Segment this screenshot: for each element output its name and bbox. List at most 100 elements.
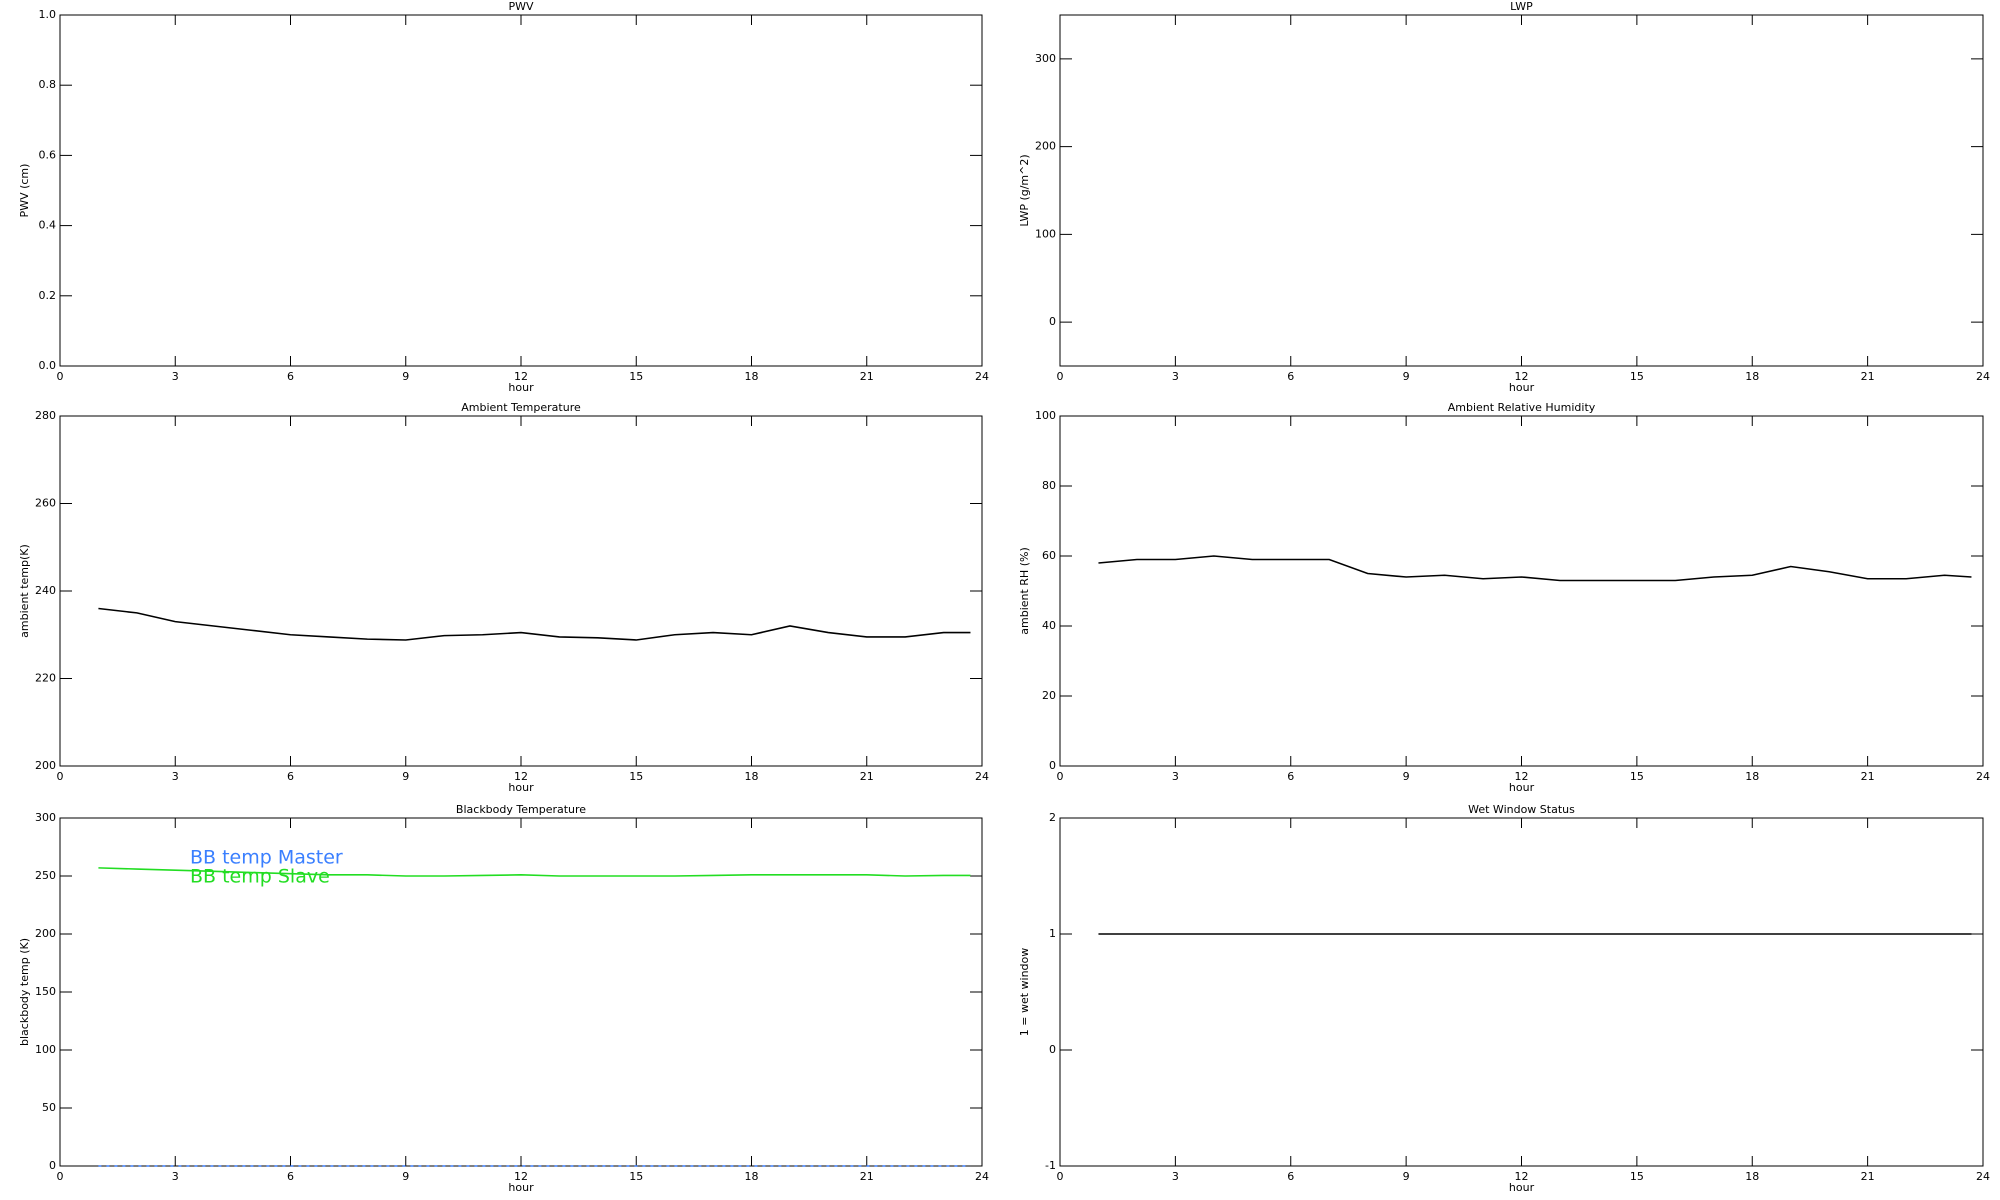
x-axis-label: hour [508,1181,534,1194]
x-axis-label: hour [508,781,534,794]
y-axis-label: LWP (g/m^2) [1018,154,1031,226]
y-tick-label: 300 [1035,52,1056,65]
y-tick-label: -1 [1045,1159,1056,1172]
x-tick-label: 3 [1172,1170,1179,1183]
x-tick-label: 6 [1287,370,1294,383]
x-tick-label: 24 [1976,770,1990,783]
x-tick-label: 15 [629,1170,643,1183]
x-tick-label: 9 [402,1170,409,1183]
x-tick-label: 21 [860,370,874,383]
y-tick-label: 50 [42,1101,56,1114]
x-tick-label: 21 [860,770,874,783]
x-tick-label: 0 [1057,1170,1064,1183]
x-tick-label: 12 [514,1170,528,1183]
y-tick-label: 0.6 [39,148,57,161]
y-tick-label: 0 [1049,1043,1056,1056]
y-tick-label: 0.0 [39,359,57,372]
y-tick-label: 200 [1035,140,1056,153]
chart-title: Wet Window Status [1468,803,1575,816]
x-tick-label: 24 [975,370,989,383]
x-tick-label: 15 [629,770,643,783]
x-tick-label: 15 [1630,370,1644,383]
panel: Ambient Relative Humidity hour ambient RH … [1018,401,1990,794]
x-tick-label: 18 [1745,770,1759,783]
y-tick-label: 240 [35,584,56,597]
y-tick-label: 280 [35,409,56,422]
y-tick-label: 80 [1042,479,1056,492]
y-tick-label: 300 [35,811,56,824]
y-tick-label: 100 [35,1043,56,1056]
y-tick-label: 2 [1049,811,1056,824]
x-tick-label: 6 [1287,1170,1294,1183]
x-tick-label: 9 [402,770,409,783]
x-tick-label: 21 [1861,1170,1875,1183]
data-line [1098,555,1972,582]
chart-title: Ambient Temperature [461,401,581,414]
x-tick-label: 0 [57,1170,64,1183]
x-tick-label: 18 [1745,1170,1759,1183]
x-tick-label: 3 [1172,770,1179,783]
panel: Ambient Temperature hour ambient temp(K) 0 3… [18,401,989,794]
y-tick-label: 100 [1035,409,1056,422]
x-tick-label: 9 [402,370,409,383]
x-tick-label: 12 [1515,1170,1529,1183]
x-tick-label: 12 [1515,770,1529,783]
data-line [98,867,971,877]
x-tick-label: 0 [1057,370,1064,383]
y-tick-label: 1 [1049,927,1056,940]
x-tick-label: 21 [860,1170,874,1183]
plot-frame [59,415,983,767]
x-tick-label: 12 [514,370,528,383]
x-tick-label: 3 [172,370,179,383]
x-tick-label: 9 [1403,370,1410,383]
x-tick-label: 24 [975,770,989,783]
x-axis-label: hour [1509,781,1535,794]
x-tick-label: 6 [1287,770,1294,783]
x-tick-label: 18 [745,370,759,383]
y-tick-label: 0 [1049,315,1056,328]
x-tick-label: 15 [629,370,643,383]
y-tick-label: 0.4 [39,219,57,232]
x-tick-label: 6 [287,1170,294,1183]
x-tick-label: 9 [1403,1170,1410,1183]
panel: LWP hour LWP (g/m^2) 0 3 6 9 12 15 18 21 24 0 100 200 3… [1018,0,1990,394]
panel: Blackbody Temperature hour blackbody temp … [18,803,989,1194]
plot-frame [1059,415,1984,767]
x-tick-label: 3 [1172,370,1179,383]
x-tick-label: 15 [1630,1170,1644,1183]
y-tick-label: 60 [1042,549,1056,562]
chart-title: LWP [1510,0,1533,13]
x-tick-label: 0 [57,370,64,383]
x-tick-label: 18 [1745,370,1759,383]
y-axis-label: ambient temp(K) [18,544,31,638]
y-axis-label: ambient RH (%) [1018,547,1031,635]
y-tick-label: 0 [1049,759,1056,772]
x-tick-label: 3 [172,770,179,783]
x-tick-label: 18 [745,770,759,783]
x-tick-label: 6 [287,370,294,383]
y-axis-label: PWV (cm) [18,164,31,218]
x-axis-label: hour [508,381,534,394]
y-tick-label: 20 [1042,689,1056,702]
x-axis-label: hour [1509,381,1535,394]
x-tick-label: 0 [1057,770,1064,783]
x-tick-label: 21 [1861,770,1875,783]
y-tick-label: 250 [35,869,56,882]
y-tick-label: 150 [35,985,56,998]
y-axis-label: 1 = wet window [1018,948,1031,1037]
legend-entry: BB temp Slave [190,866,330,888]
x-tick-label: 6 [287,770,294,783]
plot-frame [1059,817,1984,1167]
plot-frame [1059,14,1984,367]
panel: PWV hour PWV (cm) 0 3 6 9 12 15 18 21 24 0.0 0.2 0.4 0.… [18,0,989,394]
y-tick-label: 0.8 [39,78,57,91]
chart-title: Blackbody Temperature [456,803,586,816]
x-tick-label: 9 [1403,770,1410,783]
y-tick-label: 1.0 [39,8,57,21]
chart-title: Ambient Relative Humidity [1448,401,1596,414]
plot-frame [59,14,983,367]
legend-entry: BB temp Master [190,847,343,869]
x-tick-label: 24 [1976,370,1990,383]
y-axis-label: blackbody temp (K) [18,938,31,1046]
y-tick-label: 40 [1042,619,1056,632]
